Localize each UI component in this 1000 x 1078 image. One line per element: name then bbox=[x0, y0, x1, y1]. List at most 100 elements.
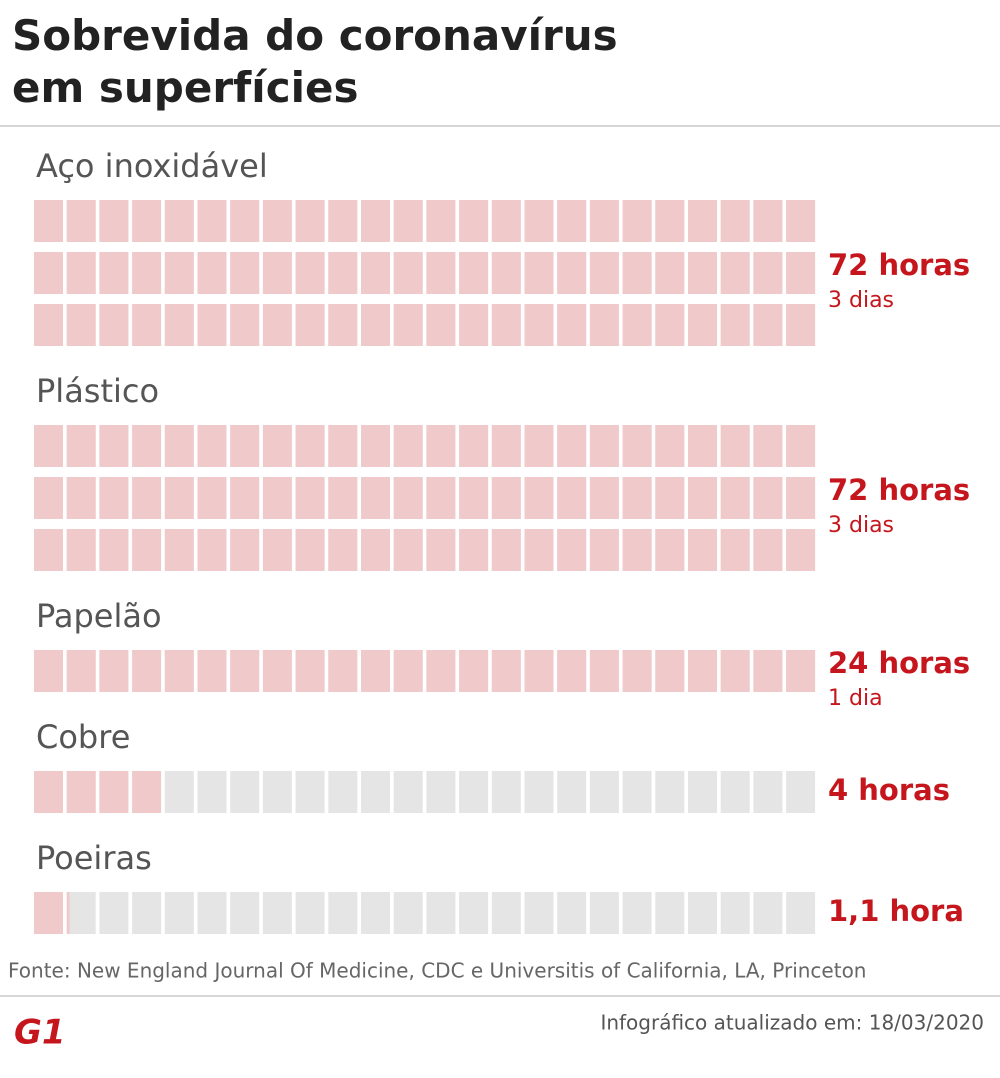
empty-cell bbox=[295, 771, 325, 813]
cell bbox=[491, 200, 521, 242]
empty-cell bbox=[753, 771, 783, 813]
empty-cell bbox=[688, 771, 717, 813]
cell bbox=[524, 200, 554, 242]
cell bbox=[459, 477, 489, 519]
cell bbox=[361, 650, 390, 692]
empty-cell bbox=[361, 771, 390, 813]
value-label: 4 horas bbox=[828, 773, 950, 807]
cell bbox=[622, 200, 652, 242]
cell bbox=[295, 529, 325, 571]
empty-cell bbox=[688, 892, 717, 934]
cell bbox=[99, 529, 129, 571]
cell bbox=[426, 650, 456, 692]
cell bbox=[786, 304, 816, 346]
cell bbox=[132, 477, 162, 519]
cell bbox=[230, 650, 260, 692]
empty-cell bbox=[328, 771, 358, 813]
value-label: 72 horas bbox=[828, 248, 970, 282]
cell bbox=[655, 425, 685, 467]
cell bbox=[132, 650, 162, 692]
cell bbox=[688, 477, 717, 519]
cell bbox=[34, 477, 63, 519]
cell bbox=[99, 477, 129, 519]
cell bbox=[753, 200, 783, 242]
empty-cell bbox=[426, 892, 456, 934]
cell bbox=[393, 529, 423, 571]
cell bbox=[786, 650, 816, 692]
cell bbox=[99, 650, 129, 692]
cell bbox=[164, 200, 194, 242]
cell bbox=[295, 200, 325, 242]
cell bbox=[164, 477, 194, 519]
cell bbox=[262, 425, 292, 467]
cell bbox=[720, 200, 750, 242]
cell bbox=[66, 200, 96, 242]
cell bbox=[491, 252, 521, 294]
cell bbox=[688, 529, 717, 571]
cell bbox=[328, 529, 358, 571]
empty-cell bbox=[393, 771, 423, 813]
cell bbox=[230, 200, 260, 242]
cell bbox=[262, 252, 292, 294]
cell bbox=[328, 650, 358, 692]
cell bbox=[132, 771, 162, 813]
cell bbox=[786, 425, 816, 467]
cell bbox=[524, 425, 554, 467]
cell bbox=[786, 529, 816, 571]
cell bbox=[66, 650, 96, 692]
cell bbox=[262, 200, 292, 242]
empty-cell bbox=[786, 771, 816, 813]
cell bbox=[66, 477, 96, 519]
cell bbox=[66, 771, 96, 813]
cell bbox=[655, 477, 685, 519]
cell bbox=[393, 304, 423, 346]
cell bbox=[786, 200, 816, 242]
empty-cell bbox=[622, 771, 652, 813]
cell bbox=[524, 650, 554, 692]
empty-cell bbox=[753, 892, 783, 934]
cell bbox=[328, 304, 358, 346]
empty-cell bbox=[491, 892, 521, 934]
cell bbox=[393, 650, 423, 692]
cell bbox=[34, 252, 63, 294]
cell bbox=[34, 892, 63, 934]
cell bbox=[524, 252, 554, 294]
cell bbox=[655, 304, 685, 346]
category-label: Cobre bbox=[36, 718, 130, 756]
cell bbox=[393, 200, 423, 242]
cell bbox=[262, 529, 292, 571]
cell bbox=[295, 650, 325, 692]
cell bbox=[164, 425, 194, 467]
empty-cell bbox=[524, 771, 554, 813]
chart-title: Sobrevida do coronavírus em superfícies bbox=[12, 11, 618, 112]
empty-cell bbox=[66, 892, 96, 934]
sub-label: 3 dias bbox=[828, 513, 894, 538]
empty-cell bbox=[655, 892, 685, 934]
empty-cell bbox=[132, 892, 162, 934]
cell bbox=[34, 425, 63, 467]
cell bbox=[164, 650, 194, 692]
cell bbox=[230, 529, 260, 571]
cell bbox=[132, 252, 162, 294]
source: Fonte: New England Journal Of Medicine, … bbox=[8, 959, 866, 983]
cell bbox=[197, 425, 227, 467]
cell bbox=[34, 304, 63, 346]
cell bbox=[459, 200, 489, 242]
cell bbox=[491, 529, 521, 571]
cell bbox=[328, 200, 358, 242]
cell bbox=[230, 252, 260, 294]
cell bbox=[720, 650, 750, 692]
sub-label: 1 dia bbox=[828, 686, 883, 711]
cell bbox=[361, 252, 390, 294]
empty-cell bbox=[393, 892, 423, 934]
cell bbox=[197, 477, 227, 519]
cell bbox=[262, 477, 292, 519]
cell bbox=[622, 425, 652, 467]
cell bbox=[589, 304, 619, 346]
cell bbox=[197, 304, 227, 346]
cell bbox=[295, 304, 325, 346]
cell bbox=[197, 529, 227, 571]
cell bbox=[164, 252, 194, 294]
empty-cell bbox=[720, 771, 750, 813]
cell bbox=[34, 529, 63, 571]
